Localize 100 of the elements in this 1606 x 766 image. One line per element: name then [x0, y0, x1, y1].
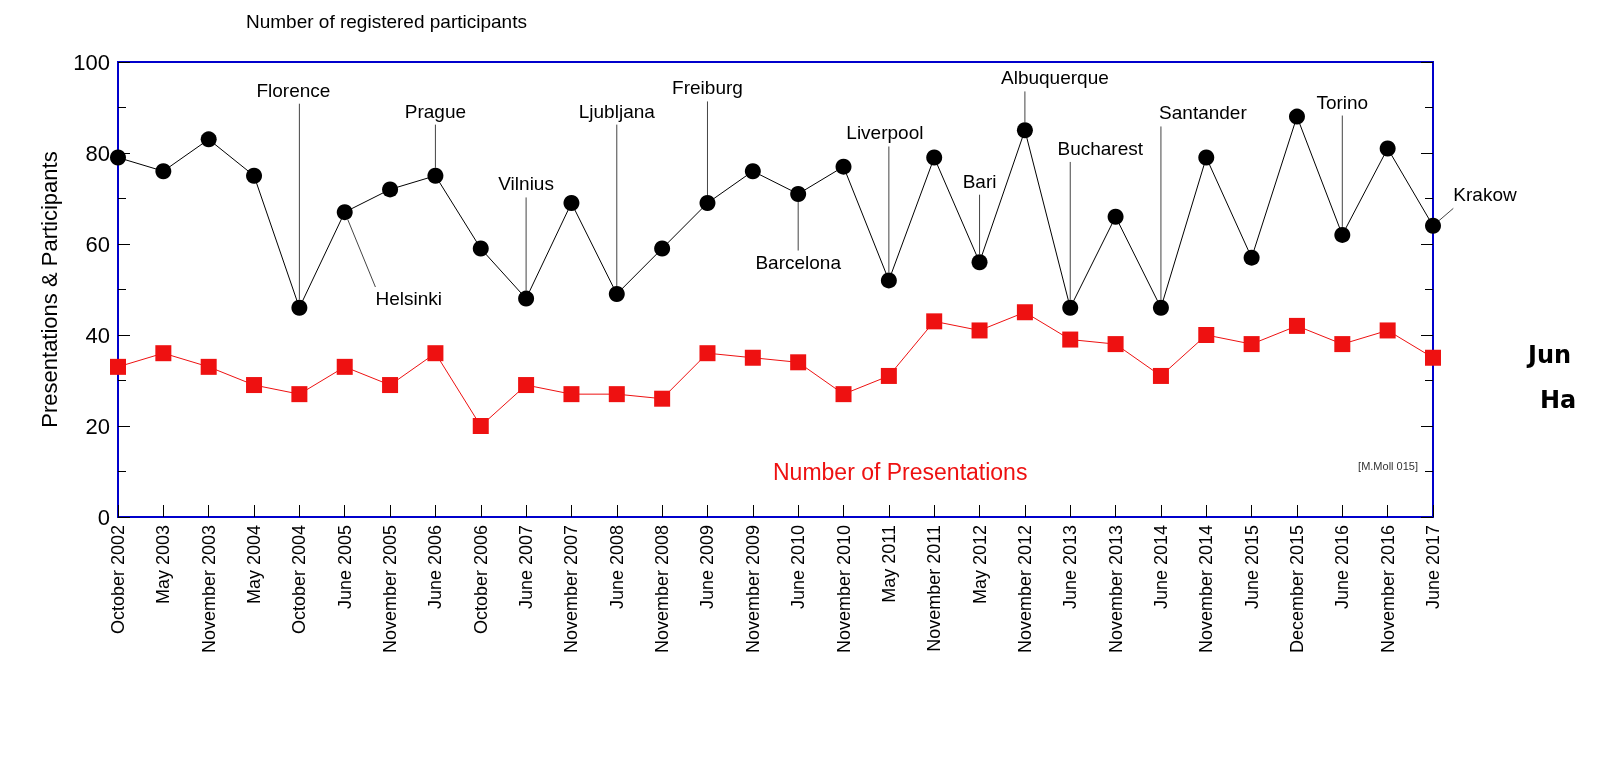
y-tick-label: 0	[97, 504, 110, 530]
point	[1243, 336, 1260, 353]
point	[1198, 149, 1215, 166]
x-tick-label: October 2002	[108, 525, 128, 635]
point	[1379, 140, 1396, 157]
point	[518, 377, 535, 394]
point	[1334, 336, 1351, 353]
annotation: Freiburg	[672, 77, 743, 99]
point	[1152, 299, 1169, 316]
annotation: Ljubljana	[578, 100, 656, 122]
annotation: Santander	[1159, 102, 1248, 124]
x-tick-label: June 2005	[334, 525, 355, 610]
point	[382, 181, 399, 198]
point	[608, 286, 625, 303]
point	[427, 167, 444, 184]
annotation: [M.Moll 015]	[1358, 459, 1419, 472]
x-tick-label: June 2016	[1332, 525, 1353, 610]
point	[971, 254, 988, 271]
y-axis-title: Presentations & Participants	[36, 151, 62, 428]
text: Jun	[1526, 341, 1572, 369]
x-tick-label: June 2006	[425, 525, 446, 610]
x-tick-label: October 2004	[289, 525, 310, 635]
point	[654, 240, 671, 257]
point	[835, 158, 852, 175]
y-tick-label: 80	[85, 140, 110, 166]
x-tick-label: November 2009	[742, 525, 763, 654]
x-tick-label: November 2014	[1196, 525, 1217, 654]
x-tick-label: October 2006	[470, 525, 491, 635]
point	[110, 149, 126, 166]
x-tick-label: June 2008	[606, 525, 627, 610]
x-tick-label: May 2003	[153, 525, 174, 605]
annotation: Florence	[256, 79, 331, 101]
point	[880, 367, 897, 384]
point	[1152, 367, 1169, 384]
point	[427, 345, 444, 362]
x-tick-label: June 2014	[1150, 525, 1171, 610]
point	[971, 322, 988, 339]
x-tick-label: May 2004	[244, 525, 265, 605]
point	[291, 386, 308, 403]
point	[246, 377, 263, 394]
point	[1425, 217, 1441, 234]
point	[1107, 208, 1124, 225]
point	[1334, 226, 1351, 243]
point	[1062, 331, 1079, 348]
x-tick-label: November 2016	[1377, 525, 1398, 654]
point	[472, 240, 489, 257]
point	[1198, 327, 1215, 343]
point	[110, 358, 126, 375]
annotation: Helsinki	[375, 288, 442, 310]
point	[654, 390, 671, 407]
x-tick-label: November 2003	[198, 525, 219, 654]
x-tick-label: November 2012	[1014, 525, 1035, 654]
point	[835, 386, 852, 403]
point	[336, 204, 353, 221]
x-tick-label: May 2012	[969, 525, 990, 605]
point	[880, 272, 897, 289]
annotation: Torino	[1316, 91, 1369, 113]
annotation: Albuquerque	[1001, 67, 1109, 89]
x-tick-label: November 2007	[561, 525, 582, 654]
point	[246, 167, 263, 184]
x-tick-label: June 2017	[1423, 525, 1443, 610]
x-tick-label: June 2007	[516, 525, 537, 610]
point	[1107, 336, 1124, 353]
point	[1288, 108, 1305, 125]
text: Ha	[1540, 386, 1577, 414]
annotation: Barcelona	[755, 251, 842, 273]
x-tick-label: December 2015	[1286, 525, 1307, 654]
point	[518, 290, 535, 307]
x-tick-label: June 2015	[1241, 525, 1262, 610]
x-tick-label: November 2013	[1105, 525, 1126, 654]
y-tick-label: 20	[85, 413, 110, 439]
point	[155, 163, 172, 180]
point	[1425, 349, 1441, 366]
point	[1016, 122, 1033, 139]
annotation: Bari	[962, 170, 997, 192]
x-tick-label: June 2009	[697, 525, 718, 610]
point	[336, 358, 353, 375]
point	[744, 349, 761, 366]
point	[744, 163, 761, 180]
point	[563, 386, 580, 403]
annotation: Liverpool	[846, 122, 924, 144]
annotation: Vilnius	[498, 173, 554, 195]
annotation: Prague	[404, 100, 467, 122]
point	[1062, 299, 1079, 316]
y-tick-label: 60	[85, 231, 110, 257]
point	[699, 195, 716, 212]
point	[790, 354, 807, 371]
point	[155, 345, 172, 362]
point	[790, 185, 807, 202]
point	[699, 345, 716, 362]
point	[200, 131, 217, 148]
point	[608, 386, 625, 403]
x-tick-label: May 2011	[878, 525, 899, 603]
text: Number of registered participants	[246, 11, 527, 32]
text: Number of Presentations	[773, 458, 1028, 485]
x-tick-label: June 2013	[1060, 525, 1081, 610]
point	[926, 313, 943, 330]
y-tick-label: 40	[85, 322, 110, 348]
x-tick-label: November 2010	[833, 525, 854, 654]
point	[926, 149, 943, 166]
